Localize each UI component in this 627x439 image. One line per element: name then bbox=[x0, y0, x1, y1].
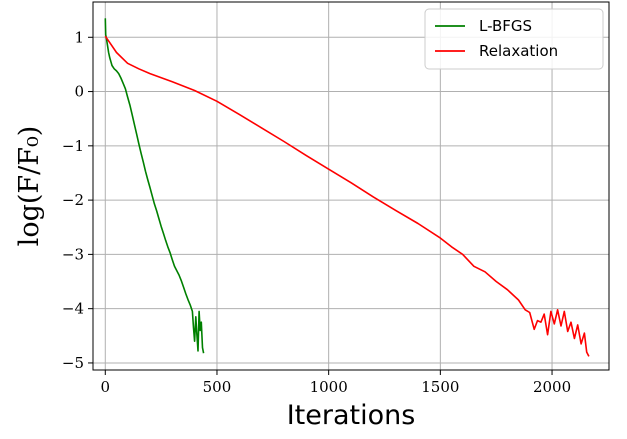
x-tick-label: 2000 bbox=[533, 378, 571, 396]
x-axis: 0 500 1000 1500 2000 bbox=[101, 370, 571, 396]
grid bbox=[93, 2, 609, 370]
x-tick-label: 1000 bbox=[310, 378, 348, 396]
x-tick-label: 1500 bbox=[421, 378, 459, 396]
y-tick-label: 1 bbox=[74, 28, 84, 46]
y-tick-label: −5 bbox=[62, 354, 84, 372]
legend-entry: Relaxation bbox=[479, 42, 558, 60]
y-tick-label: −1 bbox=[62, 137, 84, 155]
y-tick-label: 0 bbox=[74, 83, 84, 101]
legend-entry: L-BFGS bbox=[479, 17, 532, 35]
y-tick-label: −3 bbox=[62, 245, 84, 263]
x-axis-label: Iterations bbox=[287, 400, 416, 431]
series-line-relaxation bbox=[104, 35, 590, 357]
y-tick-label: −2 bbox=[62, 191, 84, 209]
x-tick-label: 500 bbox=[203, 378, 232, 396]
y-tick-label: −4 bbox=[62, 300, 84, 318]
legend: L-BFGS Relaxation bbox=[424, 8, 604, 70]
plot-frame bbox=[92, 1, 610, 371]
y-axis-label: log(F/F₀) bbox=[14, 126, 45, 247]
y-axis: 1 0 −1 −2 −3 −4 −5 bbox=[62, 28, 93, 372]
x-tick-label: 0 bbox=[101, 378, 111, 396]
series-lines bbox=[104, 18, 590, 357]
legend-box bbox=[424, 8, 604, 70]
series-line-l-bfgs bbox=[104, 18, 205, 354]
